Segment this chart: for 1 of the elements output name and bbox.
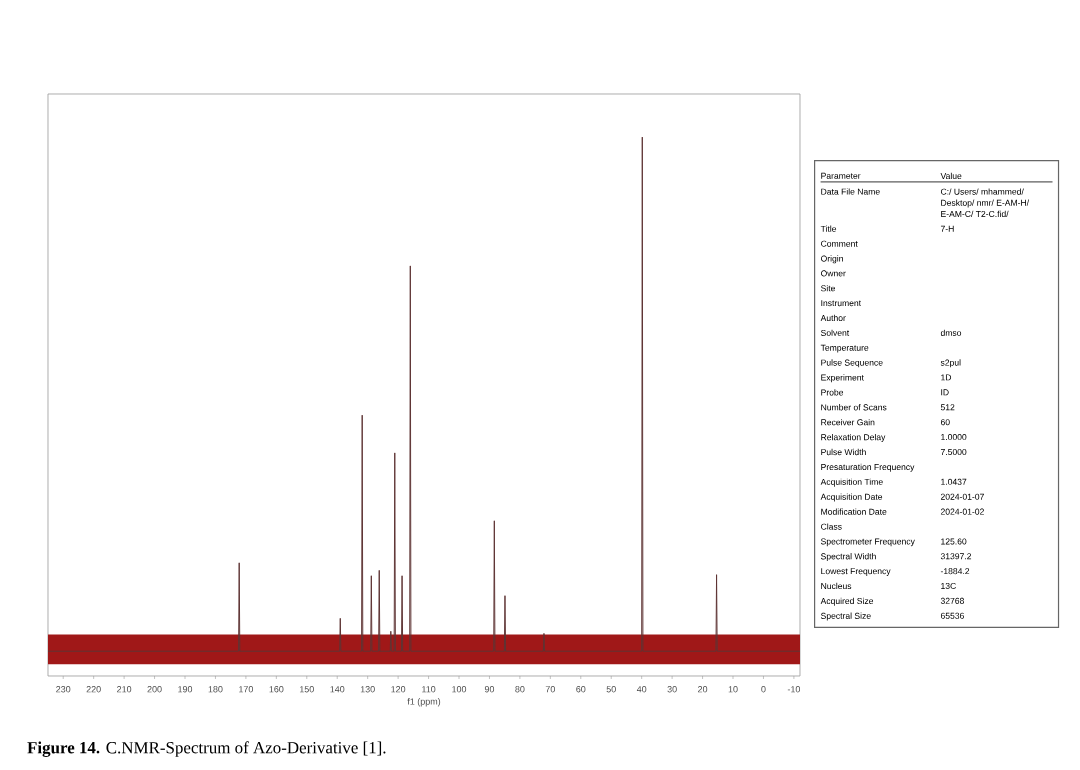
text: Figure 14. C.NMR-Spectrum of Azo-Derivative [1].: [27, 741, 386, 757]
